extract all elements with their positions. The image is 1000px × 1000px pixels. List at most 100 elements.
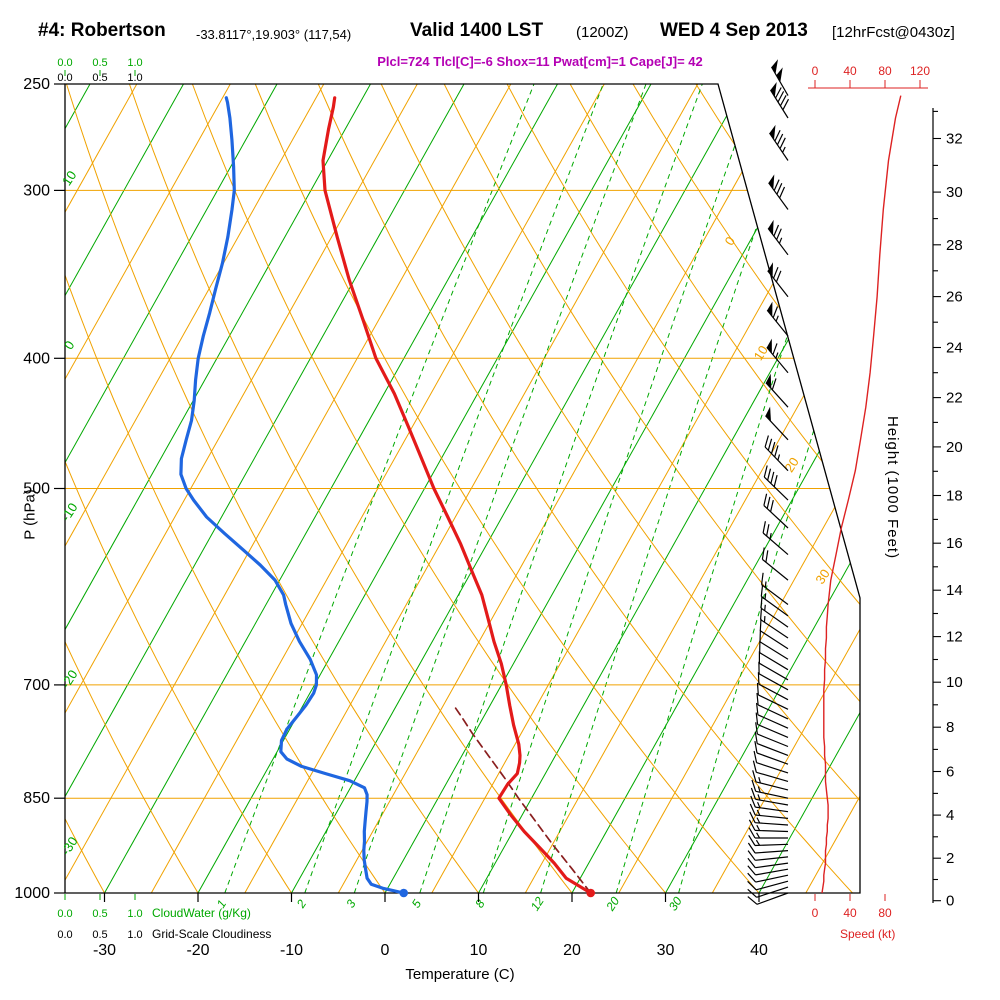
wind-barb-staff — [756, 886, 789, 898]
isotherm — [65, 84, 278, 893]
wind-barb-staff — [754, 829, 789, 833]
wind-barb-pennant — [768, 219, 774, 235]
wind-barb-full — [766, 524, 770, 537]
wind-barb-full — [760, 584, 764, 597]
wind-barb-staff — [758, 694, 789, 710]
wind-barb-full — [772, 343, 778, 355]
wind-barb-full — [767, 438, 773, 451]
wind-barb-full — [765, 550, 769, 563]
tick-label: 400 — [23, 350, 50, 367]
wind-barb-full — [763, 465, 768, 478]
wind-barb-staff — [755, 806, 789, 813]
wind-barb-full — [749, 811, 756, 823]
wind-barb-staff — [760, 596, 789, 617]
dry-adiabat — [65, 84, 199, 893]
tick-label: -10 — [280, 942, 303, 959]
wind-barb-full — [779, 186, 786, 199]
wind-barb-staff — [767, 228, 789, 256]
wind-barb-staff — [763, 476, 789, 501]
tick-label: 10 — [59, 168, 79, 188]
wind-barb-staff — [756, 762, 789, 774]
wind-barb-full — [772, 266, 779, 279]
wind-barb-staff — [766, 309, 789, 337]
tick-label: 20 — [563, 942, 581, 959]
tick-label: 120 — [910, 64, 930, 78]
wind-barb-full — [747, 865, 756, 876]
wind-barb-pennant — [768, 174, 775, 190]
tick-label: 0.5 — [92, 72, 107, 84]
wind-barb-full — [779, 95, 787, 107]
wind-barb-full — [762, 521, 766, 534]
wind-barb-half — [757, 794, 761, 801]
wind-barb-staff — [764, 446, 789, 472]
tick-label: 20 — [946, 439, 963, 456]
tick-label: 40 — [843, 906, 857, 920]
wind-barb-full — [747, 850, 756, 861]
wind-barb-full — [763, 493, 768, 506]
station-coords: -33.8117°,19.903° (117,54) — [196, 27, 352, 42]
isotherm — [711, 84, 860, 893]
isotherm — [65, 84, 184, 893]
tick-label: 16 — [946, 535, 963, 552]
wind-barb-full — [760, 607, 763, 620]
wind-barb-full — [760, 596, 763, 609]
wind-barb-staff — [758, 673, 789, 691]
tick-label: 12 — [946, 629, 963, 646]
surface-dewpoint-dot — [399, 888, 409, 898]
wind-barb-full — [776, 133, 784, 146]
wind-barb-half — [756, 832, 761, 839]
wind-barb-full — [747, 880, 757, 891]
wind-barb-full — [747, 842, 756, 854]
tick-label: 40 — [750, 942, 768, 959]
valid-time: Valid 1400 LST — [410, 20, 544, 41]
tick-label: 6 — [946, 764, 954, 781]
surface-temperature-dot — [586, 888, 595, 898]
wind-barb-full — [771, 378, 777, 390]
tick-label: 18 — [946, 488, 963, 505]
wind-barb-full — [750, 795, 756, 808]
wind-barb-full — [747, 896, 758, 905]
wind-barb-full — [776, 183, 783, 195]
wind-barb-full — [767, 468, 772, 481]
wind-barb-full — [749, 803, 756, 816]
tick-label: 14 — [946, 582, 963, 599]
wind-barb-half — [756, 809, 761, 816]
wind-barb-full — [770, 499, 774, 512]
wind-barb-half — [775, 315, 779, 322]
dry-adiabat — [506, 84, 860, 893]
tick-label: 10 — [946, 674, 963, 691]
tick-label: 0.5 — [92, 57, 107, 69]
tick-label: -30 — [58, 834, 81, 858]
tick-label: 30 — [812, 566, 832, 586]
wind-barb-full — [776, 228, 782, 240]
valid-date: WED 4 Sep 2013 — [660, 20, 808, 41]
wind-barb-full — [773, 179, 780, 191]
dry-adiabat — [569, 84, 860, 893]
tick-label: 10 — [470, 942, 488, 959]
tick-label: 3 — [343, 897, 359, 910]
tick-label: 12 — [528, 894, 547, 913]
wind-barb-staff — [755, 874, 789, 883]
tick-label: 30 — [946, 184, 963, 201]
wind-barb-half — [778, 237, 783, 244]
wind-barb-full — [774, 129, 781, 142]
dry-adiabat — [65, 84, 292, 893]
wind-barb-staff — [760, 619, 789, 639]
wind-barb-staff — [755, 822, 789, 826]
tick-label: 10 — [751, 343, 771, 363]
tick-label: 80 — [878, 906, 892, 920]
tick-label: -10 — [58, 500, 81, 524]
wind-barb-full — [773, 224, 780, 237]
wind-barb-staff — [770, 66, 789, 96]
parcel-path — [452, 703, 592, 894]
wind-barb-staff — [757, 704, 789, 720]
tick-label: 30 — [666, 894, 685, 913]
wind-barb-full — [748, 827, 756, 839]
wind-barb-full — [764, 435, 769, 448]
wind-barb-staff — [761, 584, 789, 605]
tick-label: 700 — [23, 677, 50, 694]
cloudwater-label: CloudWater (g/Kg) — [152, 906, 251, 920]
wind-barb-full — [757, 672, 760, 685]
mixing-ratio-line — [304, 84, 604, 893]
